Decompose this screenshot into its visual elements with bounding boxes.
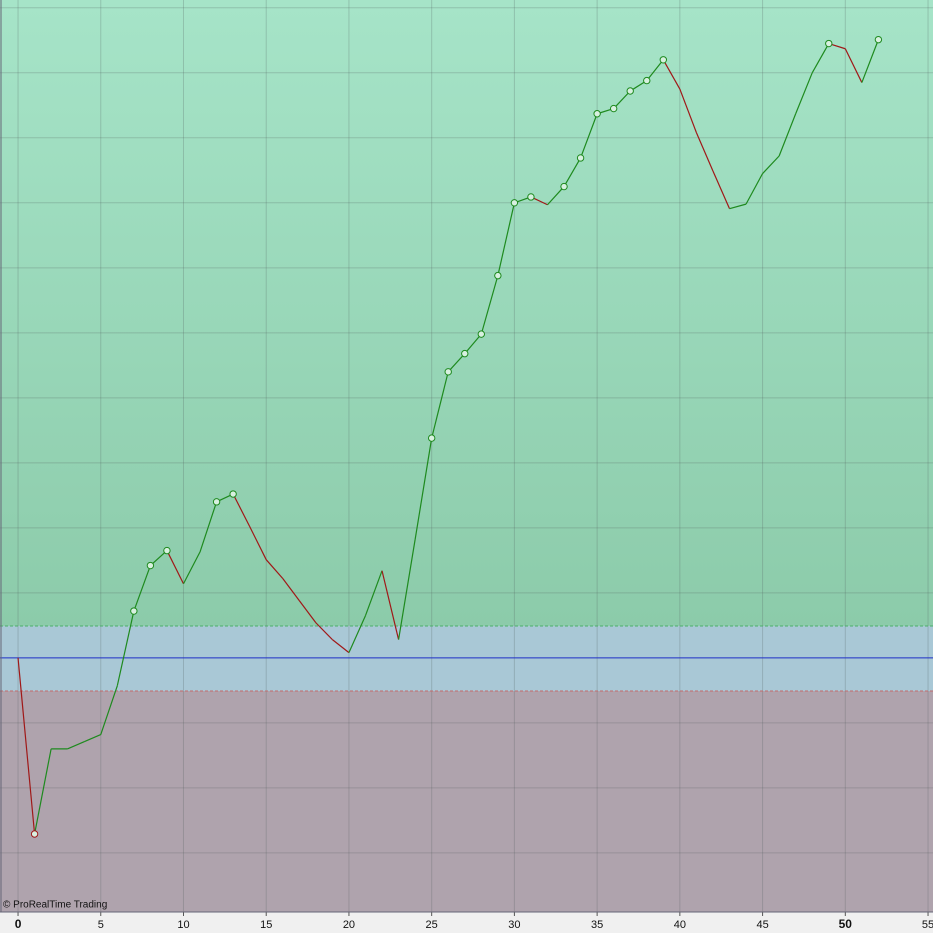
equity-segment bbox=[497, 202, 515, 276]
equity-segment bbox=[729, 203, 747, 210]
x-tick-label: 15 bbox=[260, 919, 272, 931]
equity-segment bbox=[745, 173, 764, 205]
extreme-marker bbox=[30, 830, 39, 838]
equity-segment bbox=[762, 155, 780, 174]
equity-segment bbox=[17, 657, 36, 835]
equity-segment bbox=[166, 550, 185, 584]
equity-segment bbox=[844, 48, 863, 83]
neutral-zone bbox=[0, 625, 933, 691]
extreme-marker bbox=[560, 182, 568, 191]
equity-segment bbox=[414, 438, 433, 540]
equity-segment bbox=[547, 186, 565, 206]
equity-segment bbox=[613, 90, 631, 109]
equity-segment bbox=[381, 570, 400, 640]
lower-zone bbox=[0, 690, 933, 912]
extreme-marker bbox=[510, 199, 519, 207]
extreme-marker bbox=[527, 193, 535, 201]
extreme-marker bbox=[576, 154, 585, 162]
extreme-marker bbox=[477, 330, 486, 338]
extreme-marker bbox=[427, 434, 436, 442]
extreme-marker bbox=[609, 104, 618, 113]
equity-segment bbox=[265, 559, 284, 579]
upper-zone bbox=[0, 0, 933, 626]
extreme-marker bbox=[163, 546, 171, 555]
x-tick-label: 45 bbox=[756, 919, 768, 931]
extreme-marker bbox=[659, 56, 668, 64]
equity-segment bbox=[580, 113, 598, 159]
equity-segment bbox=[232, 493, 251, 527]
x-tick-label: 35 bbox=[591, 919, 603, 931]
extreme-marker bbox=[444, 368, 452, 376]
equity-segment bbox=[116, 610, 135, 686]
extreme-marker bbox=[643, 76, 651, 85]
equity-segment bbox=[712, 170, 731, 209]
x-tick-label: 20 bbox=[343, 919, 355, 931]
equity-segment bbox=[431, 371, 449, 439]
equity-segment bbox=[315, 622, 333, 641]
x-tick-label: 55 bbox=[922, 919, 933, 931]
x-tick-label: 50 bbox=[839, 917, 853, 931]
equity-segment bbox=[695, 132, 714, 172]
equity-segment bbox=[811, 43, 830, 74]
extreme-marker bbox=[874, 35, 883, 44]
x-tick-label: 30 bbox=[508, 919, 520, 931]
equity-segment bbox=[332, 639, 350, 654]
equity-segment bbox=[100, 685, 118, 735]
equity-segment bbox=[182, 551, 201, 585]
extreme-marker bbox=[593, 110, 601, 118]
equity-segment bbox=[249, 526, 267, 560]
equity-segment bbox=[149, 550, 168, 566]
x-tick-label: 0 bbox=[15, 917, 22, 931]
equity-segment bbox=[795, 72, 813, 114]
equity-segment bbox=[679, 88, 697, 133]
equity-segment bbox=[133, 565, 151, 612]
equity-segment bbox=[778, 113, 797, 157]
extreme-marker bbox=[461, 349, 469, 358]
equity-segment bbox=[199, 501, 218, 553]
x-axis-strip bbox=[0, 912, 933, 933]
equity-segment bbox=[83, 733, 102, 743]
equity-segment bbox=[563, 157, 582, 187]
extreme-marker bbox=[212, 498, 221, 506]
equity-segment bbox=[480, 275, 499, 335]
equity-segment bbox=[364, 570, 383, 616]
equity-segment bbox=[67, 741, 85, 750]
equity-segment bbox=[447, 353, 466, 373]
x-tick-label: 5 bbox=[98, 919, 104, 931]
extreme-marker bbox=[130, 607, 138, 615]
equity-segment bbox=[348, 615, 367, 653]
extreme-marker bbox=[825, 39, 833, 48]
extreme-marker bbox=[146, 561, 155, 570]
extreme-marker bbox=[626, 87, 634, 95]
extreme-marker bbox=[229, 490, 237, 498]
equity-segment bbox=[33, 748, 52, 835]
x-tick-label: 40 bbox=[674, 919, 686, 931]
x-tick-label: 10 bbox=[177, 919, 189, 931]
equity-segment bbox=[464, 333, 482, 355]
equity-segment bbox=[861, 39, 879, 83]
equity-segment bbox=[282, 578, 300, 601]
credit: © ProRealTime Trading bbox=[3, 900, 107, 911]
equity-segment bbox=[662, 59, 681, 90]
equity-segment bbox=[298, 600, 317, 624]
equity-segment bbox=[646, 59, 664, 81]
x-tick-label: 25 bbox=[426, 919, 438, 931]
equity-segment bbox=[397, 539, 416, 640]
extreme-marker bbox=[494, 271, 502, 280]
